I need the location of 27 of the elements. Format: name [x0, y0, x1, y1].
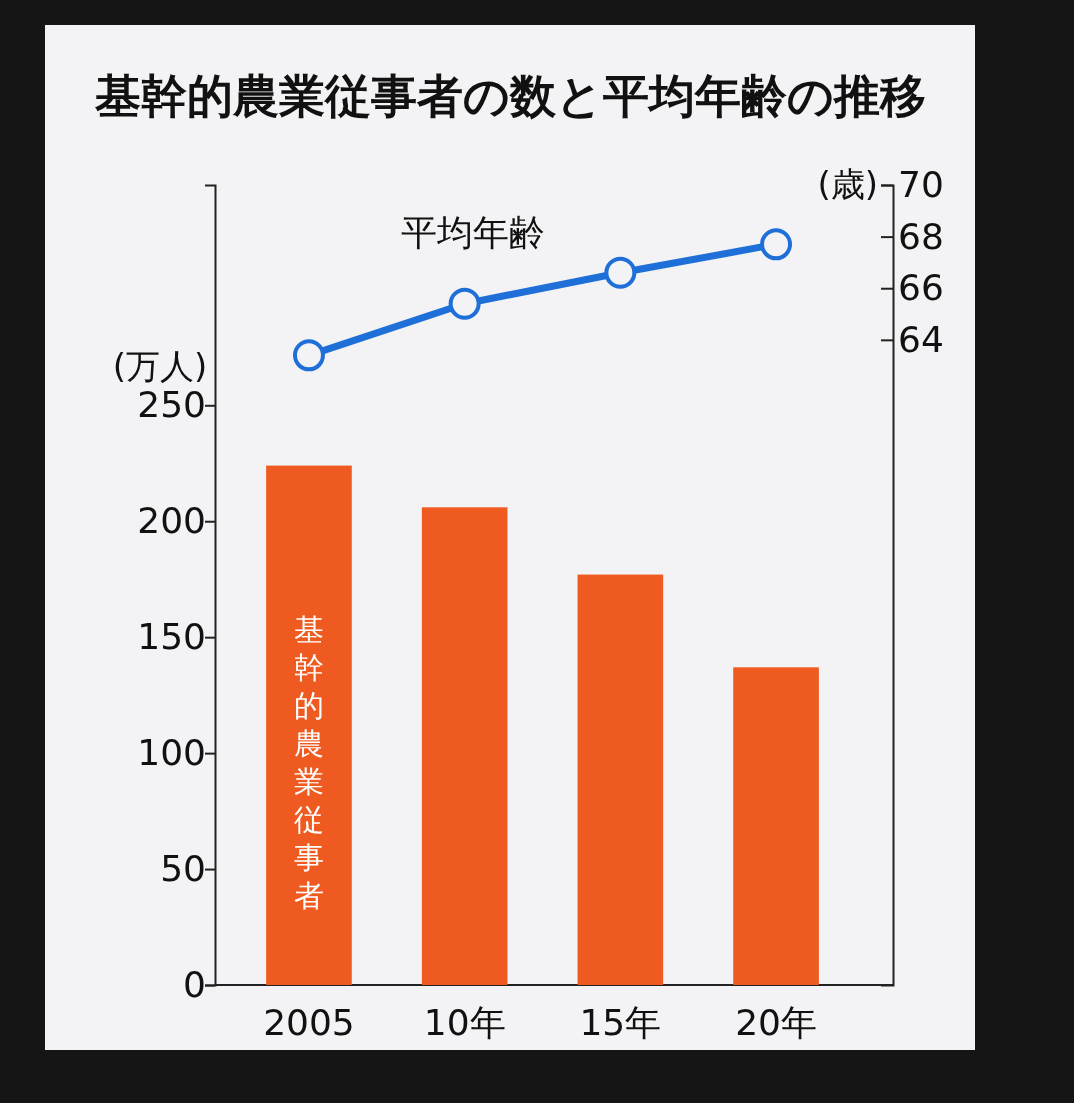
y-tick-label: 100 [137, 732, 206, 774]
y2-tick-label: 64 [898, 318, 944, 360]
x-tick-label: 10年 [423, 1002, 506, 1044]
y-tick-label: 250 [137, 384, 206, 426]
y-tick-label: 50 [160, 848, 206, 890]
x-tick-label: 2005 [263, 1002, 355, 1044]
y2-tick-label: 70 [898, 164, 944, 206]
bar [577, 574, 664, 985]
point [760, 228, 793, 261]
point [448, 287, 481, 320]
y2-axis-title: (歳) [817, 164, 878, 204]
y-tick-label: 150 [137, 616, 206, 658]
y2-tick-label: 68 [898, 215, 944, 257]
y-tick-label: 200 [137, 500, 206, 542]
y2-tick-label: 66 [898, 267, 944, 309]
bar [266, 465, 352, 985]
series-label: 平均年齢 [400, 212, 545, 253]
y-axis-title: (万人) [112, 346, 208, 386]
bar [421, 507, 508, 985]
bar [733, 667, 819, 985]
chart-title: 基幹的農業従事者の数と平均年齢の推移 [93, 69, 926, 123]
point [292, 339, 325, 372]
point [604, 256, 637, 289]
y-tick-label: 0 [183, 964, 206, 1006]
series-label: 基幹的農業従事者 [293, 612, 324, 913]
x-tick-label: 15年 [579, 1002, 662, 1044]
x-tick-label: 20年 [735, 1002, 817, 1044]
